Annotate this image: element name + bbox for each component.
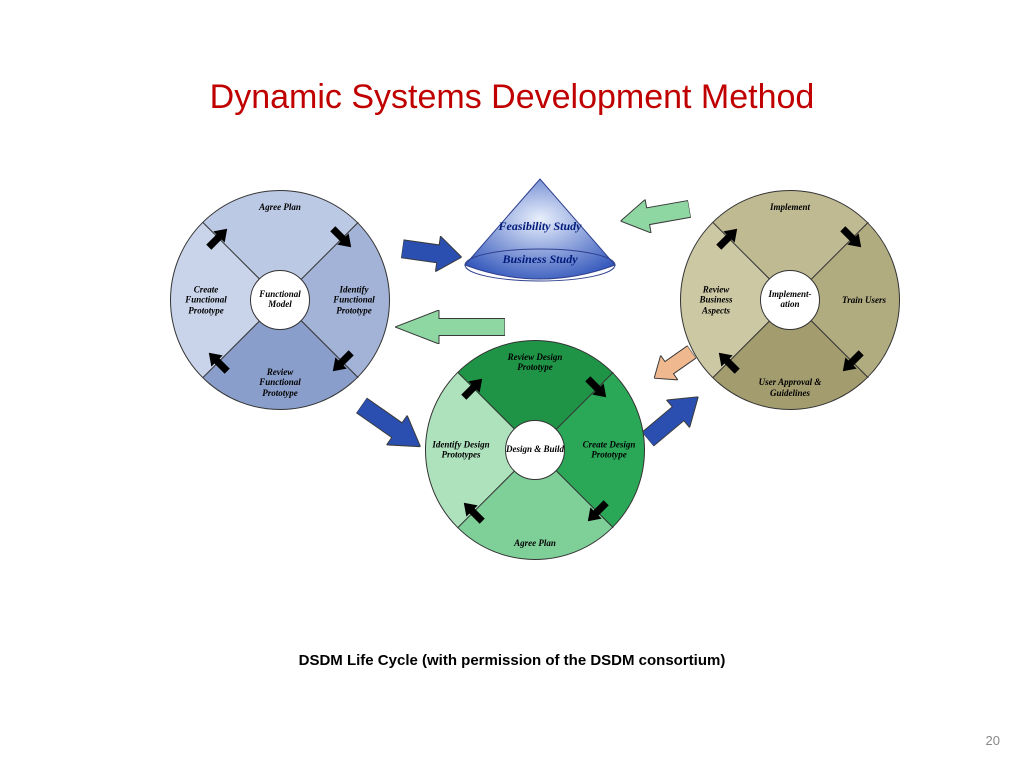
wheel-segment-label: Implement xyxy=(755,202,825,212)
wheel-segment-label: Identify Design Prototypes xyxy=(431,440,491,461)
wheel-segment-label: User Approval & Guidelines xyxy=(755,377,825,398)
wheel-segment-label: Create Functional Prototype xyxy=(176,284,236,315)
cone-bottom-label: Business Study xyxy=(455,252,625,267)
slide-title: Dynamic Systems Development Method xyxy=(0,78,1024,117)
wheel-segment-label: Agree Plan xyxy=(500,538,570,548)
wheel-segment-label: Create Design Prototype xyxy=(579,440,639,461)
wheel-center-label: Functional Model xyxy=(250,270,310,330)
wheel-segment-label: Identify Functional Prototype xyxy=(324,284,384,315)
wheel-segment-label: Train Users xyxy=(834,295,894,305)
diagram-caption: DSDM Life Cycle (with permission of the … xyxy=(0,652,1024,669)
dsdm-diagram: Feasibility Study Business Study Functio… xyxy=(170,170,900,590)
wheel-implementation: Implement- ation Implement Train Users User… xyxy=(680,190,900,410)
wheel-segment-label: Agree Plan xyxy=(245,202,315,212)
cone-top-label: Feasibility Study xyxy=(455,219,625,234)
wheel-functional-model: Functional Model Agree Plan Identify Funct… xyxy=(170,190,390,410)
feasibility-cone: Feasibility Study Business Study xyxy=(455,175,625,290)
wheel-segment-label: Review Design Prototype xyxy=(500,352,570,373)
wheel-segment-label: Review Functional Prototype xyxy=(245,367,315,398)
wheel-segment-label: Review Business Aspects xyxy=(686,284,746,315)
page-number: 20 xyxy=(986,733,1000,748)
wheel-design-build: Design & Build Review Design Prototype Cre… xyxy=(425,340,645,560)
wheel-center-label: Implement- ation xyxy=(760,270,820,330)
wheel-center-label: Design & Build xyxy=(505,420,565,480)
flow-arrow xyxy=(395,310,505,344)
